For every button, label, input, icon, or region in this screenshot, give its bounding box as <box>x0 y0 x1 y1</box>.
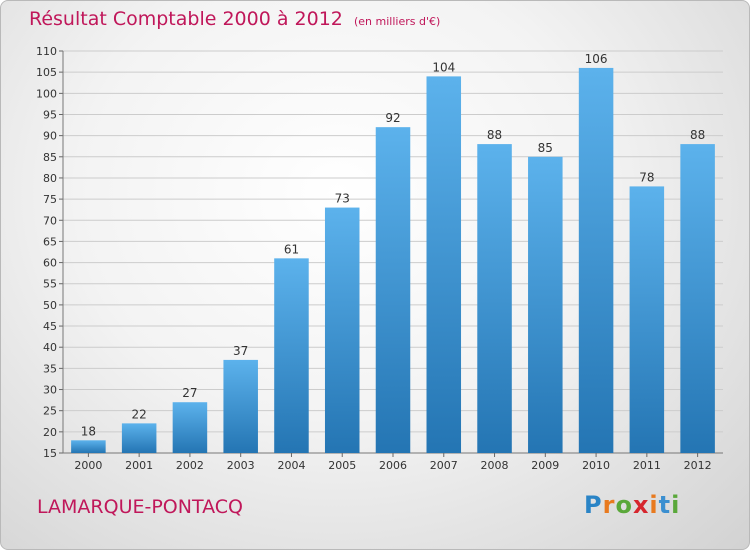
x-tick-label: 2001 <box>125 459 153 472</box>
data-label: 78 <box>639 170 654 184</box>
data-label: 85 <box>538 141 553 155</box>
bar-2005 <box>324 207 360 453</box>
labels: 15 20 25 30 35 40 45 50 55 60 65 70 75 80 85 90 95 100 105… <box>36 45 712 472</box>
bar-2012 <box>680 144 715 454</box>
logo-letter: i <box>671 491 681 519</box>
y-tick-label: 60 <box>43 257 57 270</box>
data-label: 22 <box>132 407 147 421</box>
y-tick-label: 25 <box>43 405 57 418</box>
y-tick-label: 80 <box>43 172 57 185</box>
bar-2002 <box>172 402 208 453</box>
x-tick-label: 2012 <box>684 459 712 472</box>
data-label: 104 <box>432 60 455 74</box>
y-tick-label: 110 <box>36 45 57 58</box>
bar-2000 <box>71 440 106 453</box>
y-tick-label: 65 <box>43 235 57 248</box>
y-tick-label: 85 <box>43 151 57 164</box>
data-label: 106 <box>585 52 608 66</box>
data-label: 27 <box>182 386 197 400</box>
x-tick-label: 2009 <box>531 459 559 472</box>
y-tick-label: 95 <box>43 108 57 121</box>
logo-letter: t <box>658 491 672 519</box>
y-tick-label: 75 <box>43 193 57 206</box>
proxiti-logo: Proxiti <box>584 491 680 519</box>
x-tick-label: 2006 <box>379 459 407 472</box>
y-tick-label: 105 <box>36 66 57 79</box>
y-tick-label: 30 <box>43 384 57 397</box>
bar-2003 <box>223 359 258 453</box>
bars <box>71 67 715 454</box>
data-label: 61 <box>284 242 299 256</box>
x-tick-label: 2002 <box>176 459 204 472</box>
data-label: 92 <box>385 111 400 125</box>
x-tick-label: 2005 <box>328 459 356 472</box>
x-tick-label: 2007 <box>430 459 458 472</box>
data-label: 73 <box>335 192 350 206</box>
title-unit: (en milliers d'€) <box>353 15 441 28</box>
y-tick-label: 15 <box>43 447 57 460</box>
bar-2001 <box>121 423 157 453</box>
y-tick-label: 35 <box>43 362 57 375</box>
y-tick-label: 55 <box>43 278 57 291</box>
logo-letter: r <box>602 491 616 519</box>
commune-name: LAMARQUE-PONTACQ <box>37 496 243 518</box>
x-tick-label: 2011 <box>633 459 661 472</box>
bar-2011 <box>629 186 665 453</box>
y-tick-label: 45 <box>43 320 57 333</box>
x-tick-label: 2003 <box>227 459 255 472</box>
chart-title: Résultat Comptable 2000 à 2012 (en milli… <box>29 8 440 30</box>
logo-letter: o <box>615 491 633 519</box>
logo-letter: P <box>584 491 603 519</box>
data-label: 88 <box>690 128 705 142</box>
bar-2009 <box>528 156 563 453</box>
bar-2006 <box>375 127 411 453</box>
bar-2008 <box>477 144 512 454</box>
bar-2004 <box>274 258 309 453</box>
logo-letter: x <box>632 491 650 519</box>
y-tick-label: 70 <box>43 214 57 227</box>
x-tick-label: 2000 <box>74 459 102 472</box>
x-tick-label: 2008 <box>481 459 509 472</box>
title-main: Résultat Comptable 2000 à 2012 <box>29 8 343 30</box>
y-tick-label: 100 <box>36 87 57 100</box>
x-tick-label: 2004 <box>277 459 305 472</box>
data-label: 88 <box>487 128 502 142</box>
y-tick-label: 20 <box>43 426 57 439</box>
logo-letter: i <box>649 491 659 519</box>
bar-2007 <box>426 76 462 454</box>
bar-2010 <box>578 67 614 453</box>
y-tick-label: 50 <box>43 299 57 312</box>
y-tick-label: 90 <box>43 130 57 143</box>
y-tick-label: 40 <box>43 341 57 354</box>
x-tick-label: 2010 <box>582 459 610 472</box>
data-label: 18 <box>81 424 96 438</box>
data-label: 37 <box>233 344 248 358</box>
